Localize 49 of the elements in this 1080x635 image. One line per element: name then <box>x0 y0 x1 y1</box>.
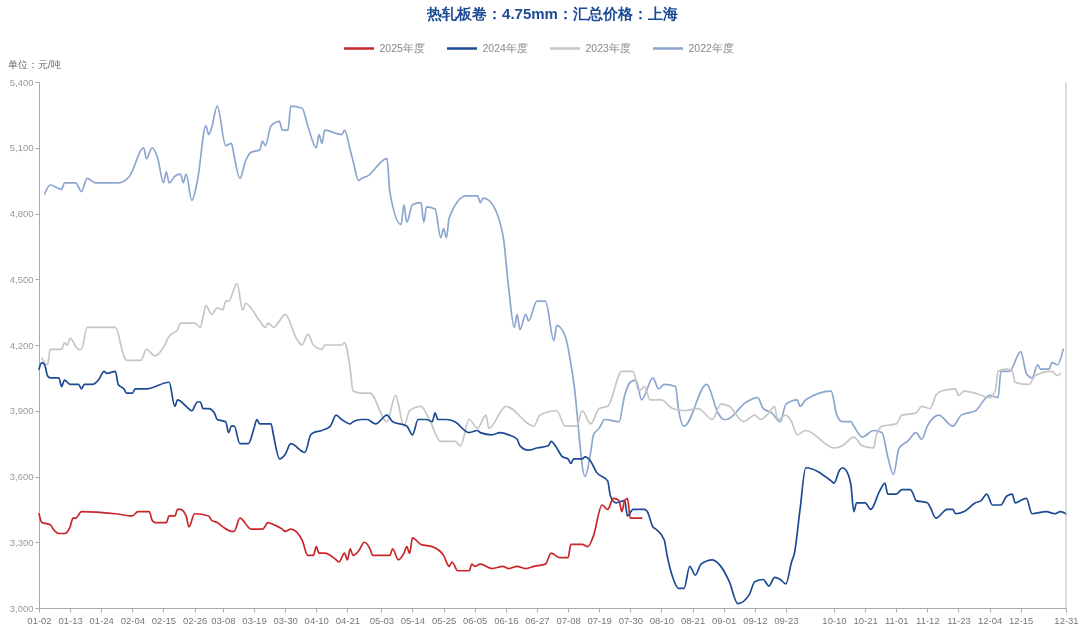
legend-label: 2025年度 <box>379 41 425 54</box>
x-tick-label: 12-04 <box>977 614 1003 626</box>
x-tick-label: 03-19 <box>242 614 267 626</box>
line-series <box>38 497 643 572</box>
x-tick-label: 02-04 <box>120 614 146 626</box>
legend-label: 2023年度 <box>585 41 631 54</box>
x-tick-label: 03-30 <box>273 614 298 626</box>
x-tick-label: 05-25 <box>431 614 457 626</box>
y-tick-label: 4,500 <box>9 273 34 285</box>
x-tick-label: 07-30 <box>618 614 643 626</box>
x-tick-label: 09-01 <box>712 614 737 626</box>
x-tick-label: 12-31 <box>1054 614 1079 626</box>
x-tick-label: 06-05 <box>463 614 488 626</box>
text: 单位：元/吨 <box>8 59 61 70</box>
legend-label: 2024年度 <box>482 41 528 54</box>
x-tick-label: 11-12 <box>916 614 940 626</box>
x-tick-label: 05-03 <box>369 614 394 626</box>
x-tick-label: 04-10 <box>304 614 329 626</box>
x-tick-label: 04-21 <box>335 614 361 626</box>
x-tick-label: 02-26 <box>182 614 208 626</box>
x-tick-label: 09-23 <box>774 614 799 626</box>
x-tick-label: 05-14 <box>400 614 426 626</box>
x-tick-label: 07-19 <box>587 614 612 626</box>
x-tick-label: 09-12 <box>743 614 768 626</box>
x-tick-label: 11-23 <box>947 614 971 626</box>
x-tick-label: 06-16 <box>494 614 519 626</box>
x-tick-label: 10-10 <box>822 614 847 626</box>
x-tick-label: 11-01 <box>884 614 909 626</box>
x-tick-label: 06-27 <box>525 614 550 626</box>
x-tick-label: 07-08 <box>556 614 581 626</box>
y-tick-label: 4,200 <box>9 339 34 351</box>
y-tick-label: 5,400 <box>9 76 34 88</box>
y-tick-label: 3,000 <box>9 602 34 614</box>
x-tick-label: 03-08 <box>211 614 236 626</box>
x-tick-label: 10-21 <box>853 614 878 626</box>
x-tick-label: 12-15 <box>1009 614 1034 626</box>
y-tick-label: 3,300 <box>9 536 34 548</box>
x-tick-label: 08-10 <box>649 614 675 626</box>
x-tick-label: 01-24 <box>89 614 114 626</box>
legend-label: 2022年度 <box>688 41 734 54</box>
y-tick-label: 3,600 <box>9 471 34 482</box>
x-tick-label: 08-21 <box>680 614 706 626</box>
x-tick-label: 01-13 <box>58 614 83 626</box>
x-tick-label: 01-02 <box>27 614 52 626</box>
chart-title: 热轧板卷：4.75mm：汇总价格：上海 <box>426 5 678 22</box>
y-tick-label: 4,800 <box>9 208 34 219</box>
y-tick-label: 3,900 <box>9 405 34 417</box>
x-tick-label: 02-15 <box>151 614 177 626</box>
y-tick-label: 5,100 <box>9 142 34 154</box>
